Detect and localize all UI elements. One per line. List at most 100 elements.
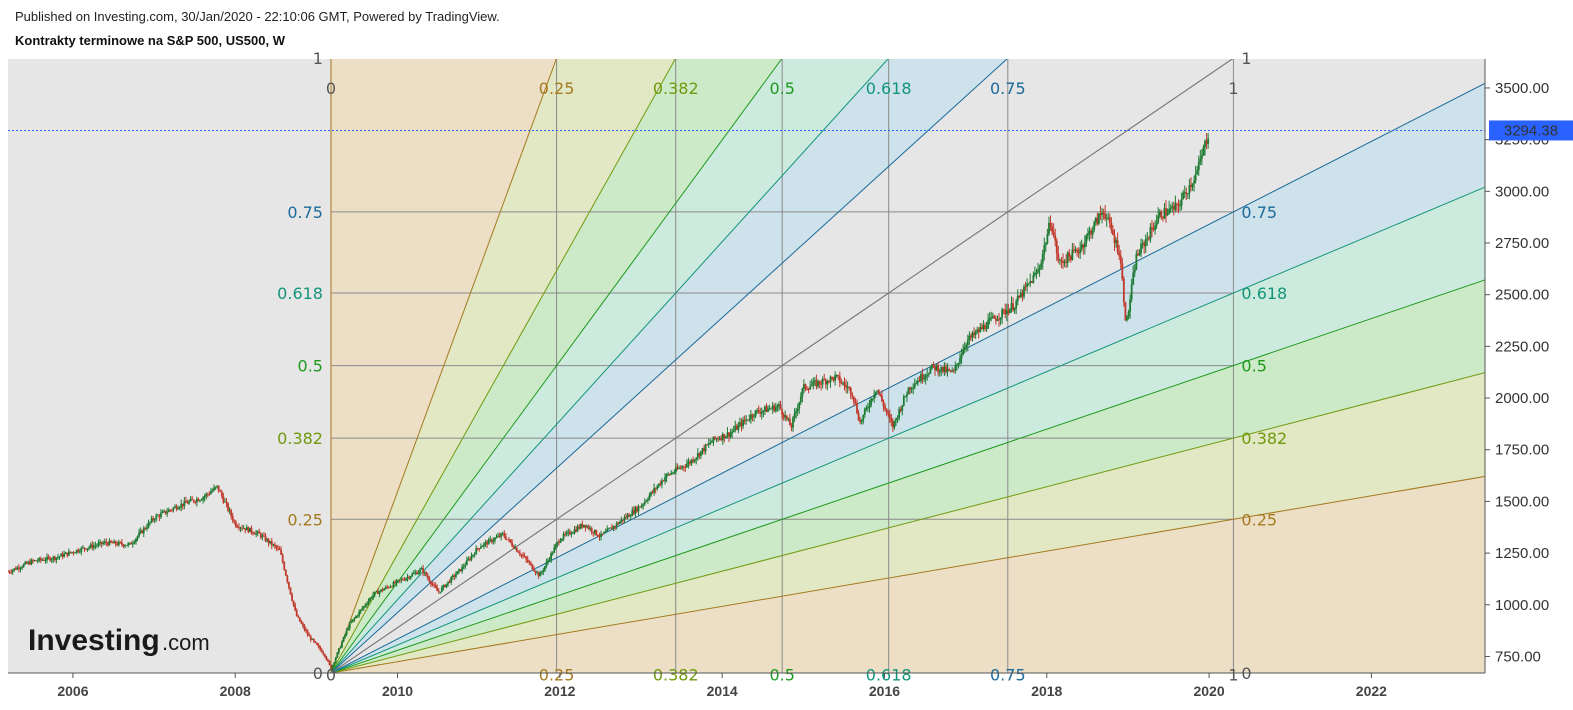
candle-body <box>501 533 504 535</box>
candle-body <box>245 527 248 531</box>
candle-body <box>167 509 170 513</box>
candle-body <box>784 415 787 418</box>
candle-body <box>707 443 710 445</box>
candle-body <box>654 488 657 489</box>
candle-body <box>366 603 368 606</box>
candle-body <box>987 320 989 329</box>
candle-body <box>453 575 456 577</box>
candle-body <box>220 491 223 497</box>
candle-body <box>292 600 295 606</box>
candle-body <box>962 349 965 355</box>
candle-body <box>1174 203 1177 210</box>
candle-body <box>558 542 560 543</box>
candle-body <box>653 488 656 493</box>
candle-body <box>490 539 493 542</box>
candle-body <box>86 548 89 550</box>
candle-body <box>253 533 256 535</box>
candle-body <box>1151 227 1153 230</box>
candle-body <box>1144 239 1147 247</box>
candle-body <box>1126 316 1128 321</box>
candle-body <box>356 615 359 617</box>
candle-body <box>316 642 318 645</box>
candle-body <box>834 375 837 381</box>
candle-body <box>80 547 83 552</box>
candle-body <box>909 387 911 390</box>
candle-body <box>735 425 738 430</box>
candle-body <box>1074 249 1077 251</box>
candle-body <box>295 610 298 617</box>
candle-body <box>394 582 396 584</box>
candle-body <box>902 396 905 406</box>
candle-body <box>1005 310 1008 315</box>
candle-body <box>611 527 613 530</box>
candle-body <box>874 391 877 395</box>
y-tick-label: 2500.00 <box>1495 287 1549 304</box>
candle-body <box>1186 193 1189 195</box>
candle-body <box>133 541 136 544</box>
candle-body <box>1205 140 1208 144</box>
candle-body <box>734 425 737 431</box>
candle-body <box>108 540 111 546</box>
candle-body <box>342 637 345 642</box>
candle-body <box>1118 252 1121 256</box>
candle-body <box>160 513 162 518</box>
candle-body <box>888 414 891 419</box>
candle-body <box>386 587 389 588</box>
candle-body <box>52 556 55 560</box>
candle-body <box>1138 253 1141 256</box>
candle-body <box>813 380 816 382</box>
candle-body <box>38 558 41 561</box>
candle-body <box>267 539 270 544</box>
candle-body <box>600 533 602 537</box>
candle-body <box>927 373 930 375</box>
y-tick-label: 1750.00 <box>1495 442 1549 459</box>
candle-body <box>436 587 439 592</box>
candle-body <box>1046 234 1049 244</box>
candle-body <box>401 579 404 581</box>
candle-body <box>428 578 431 582</box>
candle-body <box>593 529 596 534</box>
candle-body <box>8 571 11 573</box>
candle-body <box>980 327 983 330</box>
candle-body <box>729 433 732 437</box>
candle-body <box>376 590 379 594</box>
candle-body <box>1143 242 1146 247</box>
candle-body <box>851 394 854 397</box>
candle-body <box>916 380 919 384</box>
candle-body <box>297 616 300 618</box>
fan-label-bottom-1: 1 <box>1228 666 1238 685</box>
candle-body <box>1004 309 1007 315</box>
candle-body <box>606 528 609 532</box>
candle-body <box>642 504 645 506</box>
candle-body <box>1048 222 1050 235</box>
candle-body <box>476 548 479 549</box>
candle-body <box>456 571 459 575</box>
candle-body <box>706 444 709 446</box>
candle-body <box>767 408 769 412</box>
candle-body <box>1093 222 1096 230</box>
candle-body <box>632 510 635 514</box>
candle-body <box>742 419 744 427</box>
candle-body <box>985 328 988 330</box>
candle-body <box>28 561 31 565</box>
candle-body <box>255 532 258 535</box>
candle-body <box>959 358 961 364</box>
candle-body <box>1119 255 1122 264</box>
candle-body <box>266 539 268 541</box>
candle-body <box>1090 230 1092 235</box>
candle-body <box>500 533 503 537</box>
candle-body <box>845 385 847 388</box>
candle-body <box>96 545 98 547</box>
candle-body <box>1113 234 1116 244</box>
candle-body <box>127 543 130 546</box>
candle-body <box>595 529 598 536</box>
candle-body <box>645 500 648 502</box>
candle-body <box>573 529 576 533</box>
candle-body <box>415 572 418 575</box>
candle-body <box>551 552 554 554</box>
candle-body <box>547 560 549 563</box>
candle-body <box>261 535 264 538</box>
candle-body <box>339 647 342 649</box>
